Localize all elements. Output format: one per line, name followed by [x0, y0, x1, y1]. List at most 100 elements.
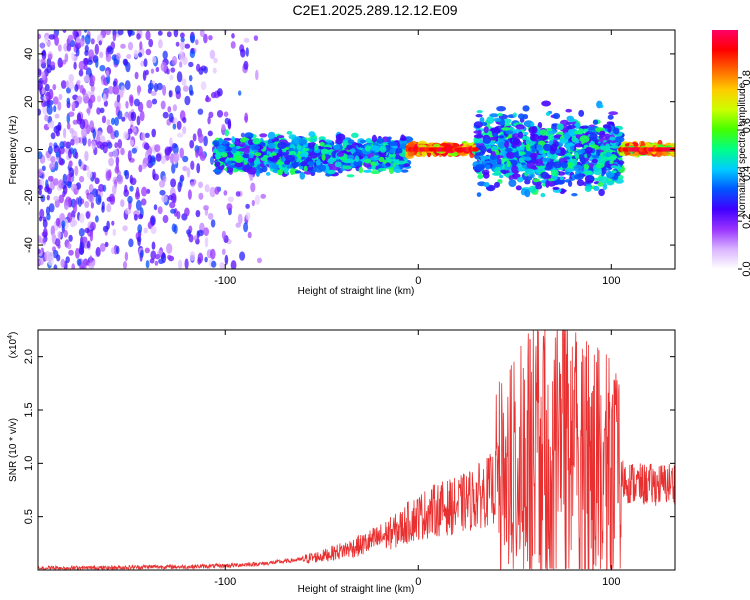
- spectrogram-cell: [376, 138, 385, 144]
- spectrogram-cell: [155, 153, 162, 162]
- snr-y-multiplier: (x104): [7, 332, 19, 359]
- spectrogram-cell: [125, 100, 129, 109]
- spectrogram-cell: [75, 247, 80, 259]
- spectrogram-cell: [477, 129, 482, 135]
- spectrogram-cell: [94, 177, 100, 185]
- spectrogram-cell: [493, 117, 502, 123]
- spectrogram-cell: [129, 174, 133, 184]
- spectrogram-cell: [55, 130, 61, 137]
- spectrogram-cell: [136, 33, 141, 40]
- spectrogram-cell: [504, 140, 510, 149]
- spectrogram-cell: [221, 248, 226, 255]
- snr-y-tick-label: 1.5: [23, 402, 35, 417]
- spectrogram-cell: [472, 147, 479, 152]
- spectrogram-cell: [166, 243, 173, 254]
- spectrogram-cell: [407, 141, 415, 148]
- spectrogram-cell: [71, 263, 75, 269]
- spectrogram-cell: [66, 87, 71, 94]
- spectrogram-cell: [285, 155, 296, 162]
- spectrogram-cell: [212, 169, 222, 173]
- spectrogram-cell: [48, 251, 54, 261]
- spectrogram-cell: [105, 170, 112, 181]
- spectrogram-cell: [58, 93, 63, 101]
- spectrogram-cell: [574, 143, 584, 148]
- spectrogram-cell: [38, 151, 43, 160]
- spectrogram-cell: [72, 202, 78, 214]
- spectrogram-cell: [162, 214, 169, 224]
- spectrogram-x-ticks: -100 0 100: [214, 30, 620, 287]
- spectrogram-cell: [528, 185, 537, 193]
- spectrogram-cell: [184, 207, 190, 217]
- spectrogram-cell: [240, 48, 246, 58]
- spectrogram-cell: [128, 238, 134, 248]
- spectrogram-cell: [494, 181, 500, 188]
- spectrogram-cell: [38, 108, 41, 116]
- spectrogram-cell: [536, 146, 544, 151]
- spectrogram-cell: [143, 142, 150, 150]
- spectrogram-cell: [192, 133, 197, 142]
- spectrogram-cell: [387, 136, 392, 140]
- spectrogram-cell: [346, 144, 353, 150]
- spectrogram-cell: [571, 135, 576, 143]
- spectrogram-cell: [127, 150, 132, 161]
- spectrogram-cell: [214, 161, 221, 167]
- spectrogram-cell: [611, 170, 617, 174]
- spectrogram-cell: [104, 241, 109, 248]
- spectrogram-cell: [145, 30, 151, 41]
- spectrogram-cell: [328, 158, 334, 164]
- spectrogram-cell: [114, 130, 119, 138]
- spectrogram-cell: [137, 224, 143, 234]
- spectrogram-cell: [123, 112, 129, 119]
- spectrogram-cell: [63, 128, 67, 139]
- spectrogram-cell: [81, 127, 88, 139]
- spectrogram-cell: [607, 114, 614, 120]
- spectrogram-cell: [189, 251, 196, 262]
- spectrogram-cell: [212, 140, 220, 146]
- spectrogram-cell: [485, 164, 491, 170]
- spectrogram-cell: [95, 215, 99, 223]
- spectrogram-cell: [170, 67, 176, 73]
- spectrogram-cell: [499, 135, 504, 139]
- spectrogram-cell: [106, 119, 111, 126]
- spectrogram-cell: [579, 125, 589, 129]
- spectrogram-cell: [286, 131, 293, 135]
- spectrogram-cell: [473, 134, 484, 139]
- spectrogram-cell: [114, 142, 119, 149]
- snr-y-tick-label: 1.0: [23, 456, 35, 471]
- spectrogram-cell: [74, 84, 79, 92]
- spectrogram-cell: [583, 171, 593, 175]
- spectrogram-cell: [133, 49, 139, 59]
- spectrogram-cell: [518, 151, 526, 156]
- spectrogram-cell: [41, 98, 47, 108]
- spectrogram-cell: [314, 143, 319, 151]
- spectrogram-cell: [171, 163, 176, 174]
- spectrogram-cell: [38, 58, 42, 69]
- spectrogram-cell: [346, 158, 354, 164]
- spectrogram-cell: [151, 128, 156, 138]
- spectrogram-cell: [253, 35, 259, 41]
- spectrogram-cell: [578, 109, 585, 117]
- spectrogram-cell: [96, 107, 101, 115]
- spectrogram-cell: [38, 188, 42, 196]
- spectrogram-cell: [370, 161, 376, 166]
- spectrogram-cell: [62, 30, 67, 33]
- spectrogram-cell: [178, 259, 183, 269]
- spectrogram-cell: [195, 148, 199, 158]
- spectrogram-cell: [124, 251, 129, 262]
- spectrogram-cell: [575, 170, 580, 175]
- spectrogram-cell: [610, 165, 618, 169]
- spectrogram-cell: [63, 201, 69, 210]
- spectrogram-cell: [145, 48, 152, 56]
- colorbar: 0.0 0.2 0.4 0.6 0.8 Normalized spectral ampl…: [712, 30, 750, 277]
- spectrogram-cell: [145, 69, 149, 76]
- spectrogram-cell: [606, 180, 615, 186]
- spectrogram-cell: [219, 262, 225, 269]
- spectrogram-cell: [154, 144, 161, 153]
- spectrogram-cell: [54, 198, 60, 208]
- spectrogram-cell: [65, 80, 70, 88]
- spectrogram-cell: [109, 196, 116, 205]
- spectrogram-cell: [284, 169, 289, 175]
- spectrogram-cell: [69, 40, 76, 48]
- spectrogram-cell: [216, 145, 226, 153]
- spectrogram-cell: [370, 170, 381, 175]
